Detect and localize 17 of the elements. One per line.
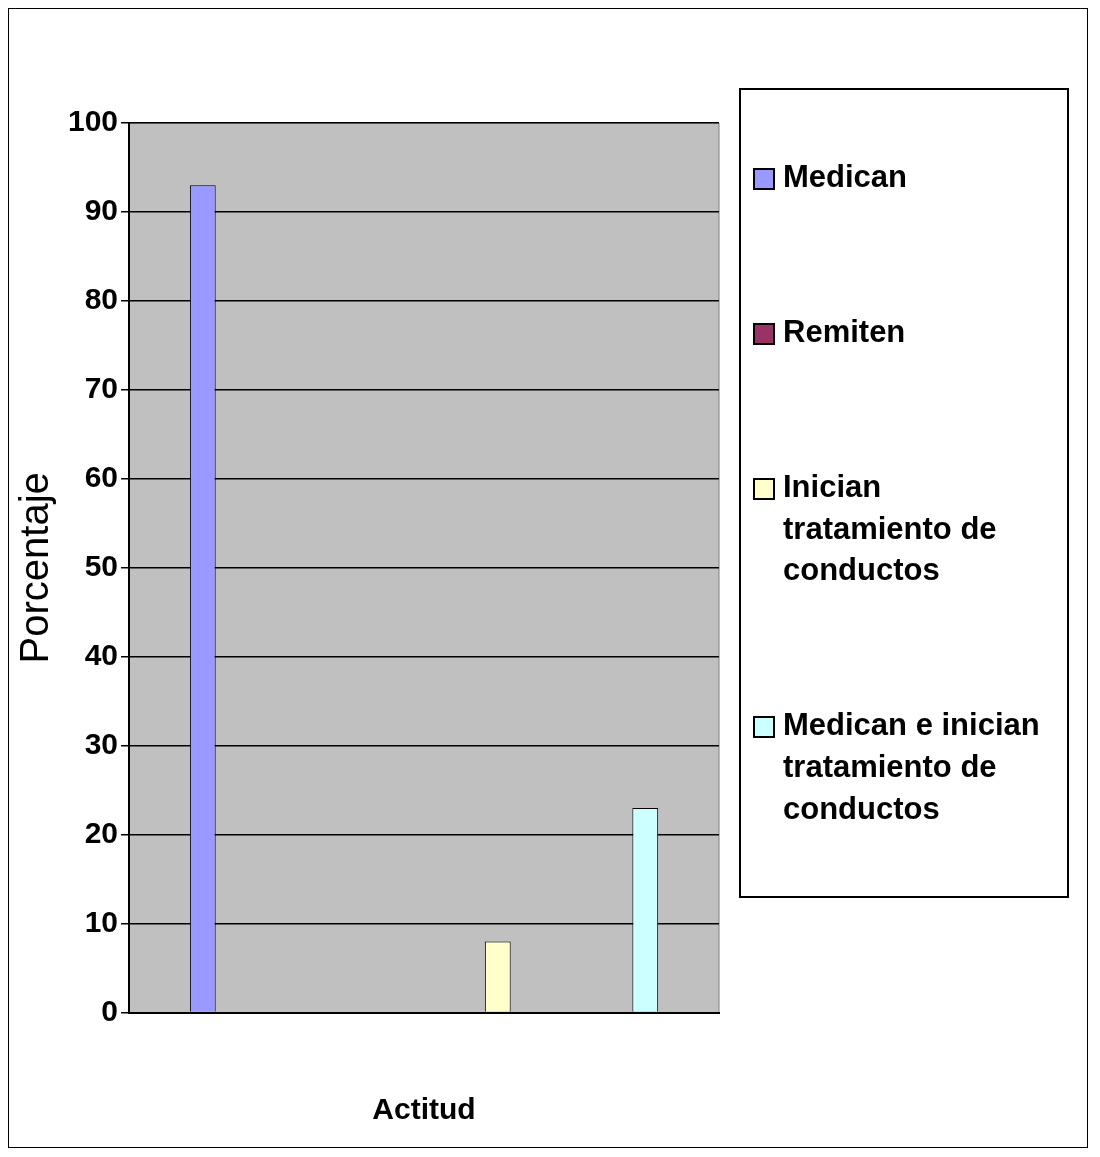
y-tick-label: 50 [84, 549, 119, 583]
y-tick-label: 0 [101, 993, 119, 1027]
y-tick-label: 20 [84, 815, 119, 849]
legend-label: Remiten [783, 313, 906, 352]
legend-label: Medican e inician tratamiento de conductos [783, 706, 1041, 828]
x-axis-title: Actitud [372, 1092, 476, 1126]
y-tick-label: 80 [84, 282, 119, 316]
y-tick-label: 100 [67, 104, 119, 138]
y-tick-label: 60 [84, 460, 119, 494]
y-tick-label: 30 [84, 726, 119, 760]
y-tick-label: 10 [84, 904, 119, 938]
y-tick-label: 40 [84, 638, 119, 672]
legend-label: Medican [783, 158, 908, 197]
legend-label: Inician tratamiento de conductos [783, 467, 998, 590]
y-tick-label: 70 [84, 371, 119, 405]
y-tick-label: 90 [84, 193, 119, 227]
y-axis-title: Porcentaje [12, 472, 57, 664]
